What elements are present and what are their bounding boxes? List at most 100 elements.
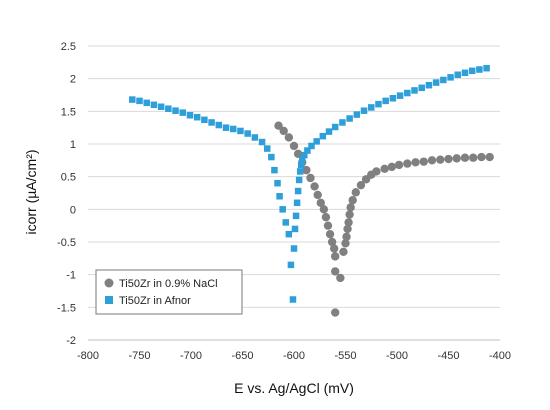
series-nacl xyxy=(274,121,494,317)
data-point xyxy=(469,153,478,162)
data-point xyxy=(291,225,299,233)
y-tick-label: -0.5 xyxy=(57,237,76,249)
x-tick-label: -700 xyxy=(180,350,202,362)
data-point xyxy=(136,97,143,105)
data-point xyxy=(331,252,340,261)
data-point xyxy=(396,92,404,99)
data-point xyxy=(342,232,351,241)
data-point xyxy=(304,147,311,154)
x-tick-label: -450 xyxy=(437,350,459,362)
data-point xyxy=(427,156,437,165)
x-tick-label: -550 xyxy=(334,350,356,362)
x-tick-label: -500 xyxy=(386,350,408,362)
data-point xyxy=(394,160,404,170)
data-point xyxy=(476,66,483,73)
data-point xyxy=(313,138,320,145)
data-point xyxy=(301,151,308,159)
x-tick-label: -600 xyxy=(283,350,305,362)
legend-marker-afnor xyxy=(105,296,113,304)
data-point xyxy=(285,230,293,238)
series-afnor xyxy=(129,64,490,303)
data-point xyxy=(276,193,283,200)
legend-box xyxy=(95,269,243,315)
data-point xyxy=(279,206,286,213)
data-point xyxy=(201,116,208,124)
data-point xyxy=(292,212,300,220)
data-point xyxy=(331,123,339,131)
data-point xyxy=(329,244,339,253)
data-point xyxy=(287,261,295,269)
data-point xyxy=(477,152,486,162)
data-point xyxy=(316,198,325,207)
y-axis-title: icorr (µA/cm²) xyxy=(23,149,39,234)
data-point xyxy=(331,267,340,276)
data-point xyxy=(165,105,172,112)
data-point xyxy=(290,245,298,252)
data-point xyxy=(274,121,283,130)
data-point xyxy=(325,128,333,135)
data-point xyxy=(321,212,331,222)
data-point xyxy=(293,199,301,207)
y-tick-label: 1 xyxy=(70,139,76,151)
data-point xyxy=(313,190,322,200)
data-point xyxy=(380,164,389,174)
data-point xyxy=(208,119,215,126)
data-point xyxy=(348,195,357,205)
data-point xyxy=(282,219,290,226)
data-point xyxy=(339,247,348,256)
data-point xyxy=(193,113,201,121)
data-point xyxy=(360,107,368,114)
legend-marker-nacl xyxy=(104,278,114,288)
data-point xyxy=(411,87,418,94)
data-point xyxy=(274,179,281,187)
data-point xyxy=(387,162,397,172)
data-point xyxy=(372,167,381,176)
data-point xyxy=(440,76,447,84)
data-point xyxy=(258,138,266,146)
data-point xyxy=(237,127,244,135)
y-tick-label: 2.5 xyxy=(61,41,76,53)
data-point xyxy=(468,67,476,75)
data-point xyxy=(296,168,304,175)
data-point xyxy=(297,161,305,169)
data-point xyxy=(284,133,294,142)
x-tick-label: -400 xyxy=(489,350,511,362)
data-point xyxy=(454,71,462,78)
data-point xyxy=(244,130,251,137)
data-point xyxy=(295,176,303,184)
data-point xyxy=(279,126,288,136)
data-point xyxy=(452,154,461,163)
data-point xyxy=(268,153,275,161)
data-point xyxy=(353,111,361,118)
data-point xyxy=(293,149,303,158)
data-point xyxy=(319,205,329,214)
data-point xyxy=(375,100,382,108)
y-tick-label: 0 xyxy=(70,204,76,216)
data-point xyxy=(289,141,299,151)
data-point xyxy=(343,224,352,234)
data-point xyxy=(323,221,333,230)
data-point xyxy=(172,107,179,114)
data-point xyxy=(306,173,315,183)
tick-labels: -2 -1.5 -1 -0.5 0 0.5 1 1.5 2 2.5 -800 -750 -700 -650… xyxy=(57,41,511,362)
data-point xyxy=(186,112,194,119)
data-point xyxy=(310,182,319,191)
data-point xyxy=(460,153,470,162)
legend-label-nacl: Ti50Zr in 0.9% NaCl xyxy=(119,278,218,290)
data-point xyxy=(215,121,223,129)
legend-label-afnor: Ti50Zr in Afnor xyxy=(119,295,191,307)
y-tick-label: -2 xyxy=(66,335,76,347)
data-point xyxy=(331,308,340,317)
y-tick-label: -1.5 xyxy=(57,302,76,314)
data-point xyxy=(271,166,278,174)
data-point xyxy=(447,74,454,81)
data-point xyxy=(308,142,315,150)
data-point xyxy=(425,81,433,89)
data-point xyxy=(368,104,375,111)
data-point xyxy=(356,180,366,190)
data-point xyxy=(222,124,230,131)
data-point xyxy=(263,145,271,152)
data-point xyxy=(483,64,490,72)
data-point xyxy=(325,229,335,239)
data-point xyxy=(461,69,469,77)
